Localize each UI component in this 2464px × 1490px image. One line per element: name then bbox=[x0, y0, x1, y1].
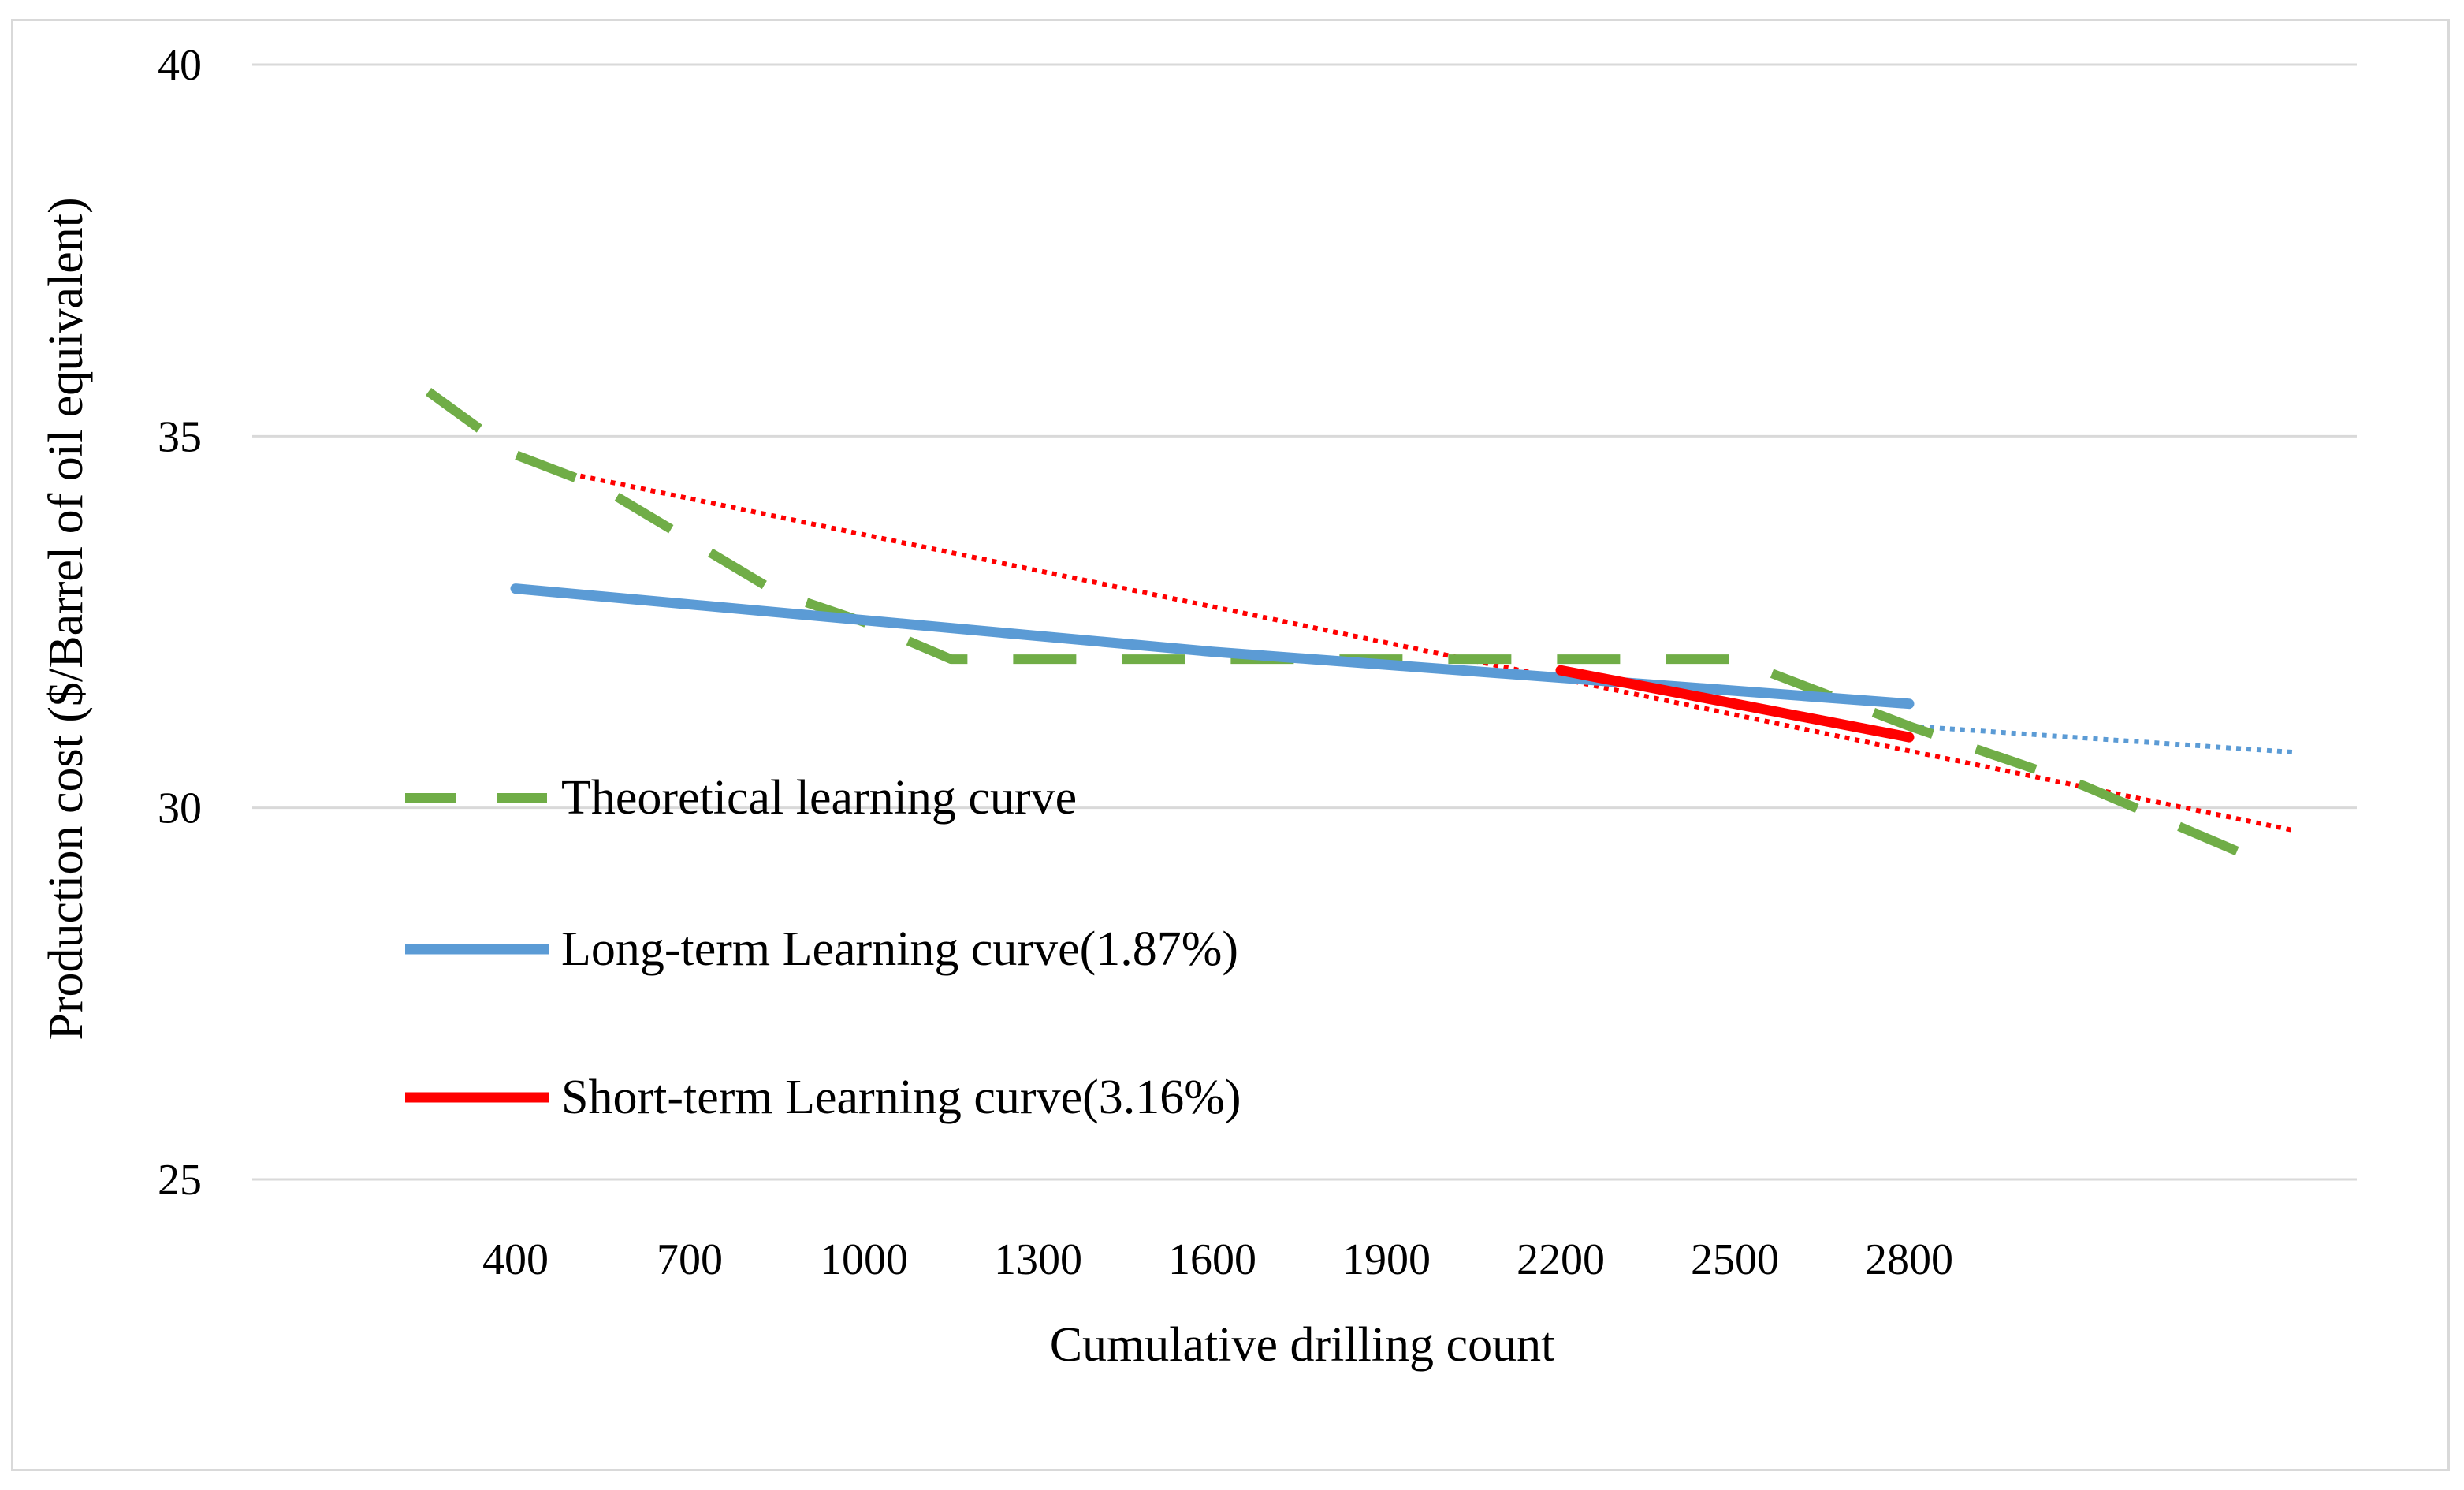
gridlines bbox=[252, 63, 2357, 1181]
x-tick-label: 2800 bbox=[1865, 1235, 1953, 1284]
x-tick-label: 2500 bbox=[1691, 1235, 1779, 1284]
x-axis-ticks: 400 700 1000 1300 1600 1900 2200 2500 2800 bbox=[482, 1235, 1953, 1284]
x-tick-label: 2200 bbox=[1517, 1235, 1605, 1284]
x-tick-label: 700 bbox=[657, 1235, 723, 1284]
legend-label: Long-term Learning curve(1.87%) bbox=[561, 922, 1238, 976]
legend-label: Short-term Learning curve(3.16%) bbox=[561, 1071, 1241, 1124]
x-tick-label: 1900 bbox=[1342, 1235, 1431, 1284]
y-tick-label: 30 bbox=[158, 784, 202, 833]
x-tick-label: 1000 bbox=[820, 1235, 908, 1284]
series-line-long-term-trend-extension bbox=[1908, 724, 2293, 754]
series-line-short-term-learning-curve-3-16 bbox=[1555, 665, 1915, 743]
y-axis-ticks: 25 30 35 40 bbox=[158, 41, 202, 1205]
series-lines bbox=[425, 387, 2293, 865]
legend: Theoretical learning curve Long-term Lear… bbox=[405, 771, 1241, 1124]
x-tick-label: 1300 bbox=[994, 1235, 1082, 1284]
y-tick-label: 35 bbox=[158, 412, 202, 461]
y-tick-label: 40 bbox=[158, 41, 202, 90]
legend-label: Theoretical learning curve bbox=[561, 771, 1077, 825]
chart-frame bbox=[11, 19, 2450, 1471]
y-axis-title: Production cost ($/Barrel of oil equival… bbox=[39, 197, 93, 1040]
x-tick-label: 1600 bbox=[1168, 1235, 1256, 1284]
y-tick-label: 25 bbox=[158, 1156, 202, 1205]
series-line-long-term-learning-curve-1-87 bbox=[510, 583, 1915, 710]
x-axis-title: Cumulative drilling count bbox=[1050, 1318, 1555, 1372]
x-tick-label: 400 bbox=[482, 1235, 549, 1284]
